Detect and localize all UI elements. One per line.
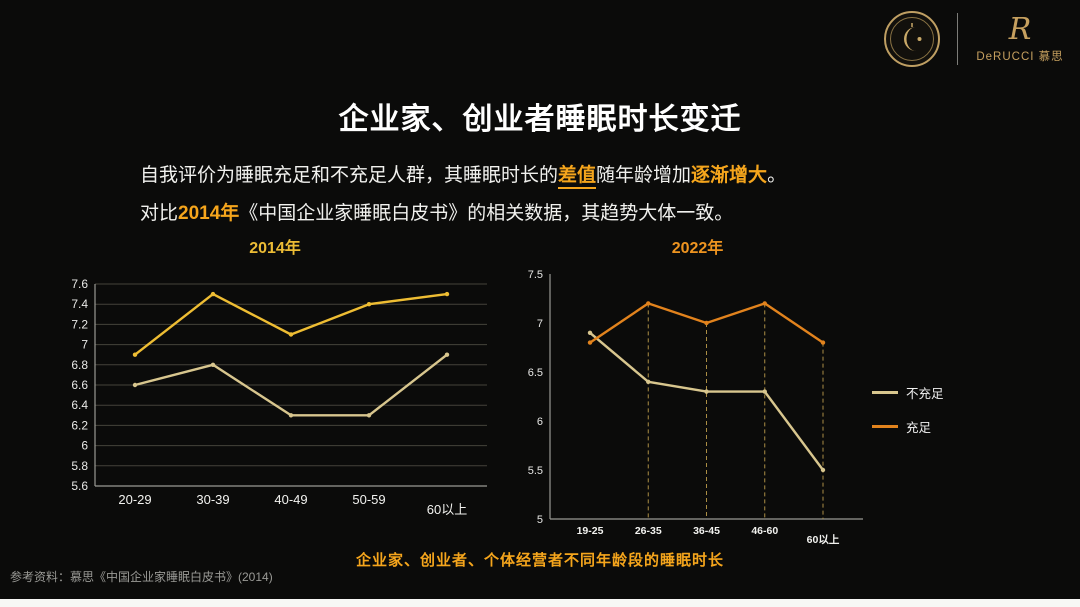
intro-line-2: 对比2014年《中国企业家睡眠白皮书》的相关数据，其趋势大体一致。 bbox=[140, 195, 786, 233]
y-tick-label: 5.8 bbox=[71, 459, 88, 473]
data-point bbox=[820, 467, 826, 473]
chart-2014-title: 2014年 bbox=[249, 240, 301, 257]
logo-divider bbox=[957, 13, 958, 65]
y-tick-label: 7.6 bbox=[71, 277, 88, 291]
x-tick-label: 30-39 bbox=[196, 492, 229, 507]
intro-line1-pre: 自我评价为睡眠充足和不充足人群，其睡眠时长的 bbox=[140, 165, 559, 186]
y-tick-label: 7 bbox=[537, 318, 543, 330]
y-tick-label: 5.6 bbox=[71, 479, 88, 493]
intro-line2-highlight-2014: 2014年 bbox=[178, 203, 240, 224]
page-title: 企业家、创业者睡眠时长变迁 bbox=[338, 103, 742, 136]
data-point bbox=[288, 332, 294, 337]
y-tick-label: 7.5 bbox=[528, 269, 543, 281]
bottom-white-strip bbox=[0, 599, 1080, 607]
y-tick-label: 5 bbox=[537, 514, 543, 526]
y-tick-label: 6 bbox=[81, 439, 88, 453]
chart-2022-plot: 5 5.5 6 6.5 7 7.5 19-25 26-35 36-45 46-60 60以上 bbox=[528, 269, 863, 546]
data-point bbox=[587, 330, 593, 335]
chart-2014: 2014年 5.6 5.8 6 6.2 6.4 6.6 6.8 7 7.2 7.4 7.6 20-29… bbox=[55, 238, 495, 529]
x-tick-label: 60以上 bbox=[427, 502, 467, 517]
intro-line1-highlight-gap: 差值 bbox=[558, 165, 597, 189]
intro-line1-highlight-increase: 逐渐增大 bbox=[691, 165, 768, 186]
data-point bbox=[646, 301, 651, 306]
data-point bbox=[704, 389, 709, 394]
x-tick-label: 20-29 bbox=[118, 492, 151, 507]
legend-label: 充足 bbox=[906, 421, 932, 435]
data-point bbox=[132, 352, 138, 357]
data-point bbox=[132, 382, 138, 388]
y-tick-label: 7.2 bbox=[71, 317, 88, 331]
x-tick-label: 36-45 bbox=[693, 525, 720, 537]
x-tick-label: 40-49 bbox=[274, 492, 307, 507]
data-point bbox=[704, 320, 709, 326]
y-tick-label: 6 bbox=[537, 416, 543, 428]
legend-swatch bbox=[872, 391, 898, 394]
y-tick-label: 6.6 bbox=[71, 378, 88, 392]
data-point bbox=[210, 291, 216, 297]
chart-2022: 2022年 5 5.5 6 6.5 7 7.5 19-25 26-35 36-45 46-60 60… bbox=[520, 238, 875, 546]
legend-swatch bbox=[872, 425, 898, 428]
data-point bbox=[587, 340, 593, 345]
data-point bbox=[210, 362, 216, 367]
sleep-research-seal-icon bbox=[884, 11, 940, 67]
derucci-brand-name: DeRUCCI 慕思 bbox=[976, 51, 1064, 63]
data-point bbox=[444, 352, 450, 357]
data-point bbox=[444, 291, 450, 297]
legend-item: 不充足 bbox=[872, 383, 944, 402]
x-tick-label: 26-35 bbox=[635, 525, 662, 537]
x-tick-label: 19-25 bbox=[577, 525, 604, 537]
x-tick-label: 50-59 bbox=[352, 492, 385, 507]
chart-2022-legend: 不充足 充足 bbox=[872, 383, 944, 436]
chart-2014-plot: 5.6 5.8 6 6.2 6.4 6.6 6.8 7 7.2 7.4 7.6 20-29 30-39 4… bbox=[71, 277, 487, 517]
intro-line2-pre: 对比 bbox=[140, 203, 179, 224]
caption: 企业家、创业者、个体经营者不同年龄段的睡眠时长 bbox=[355, 552, 724, 569]
y-tick-label: 6.8 bbox=[71, 358, 88, 372]
header-logos: R DeRUCCI 慕思 bbox=[883, 10, 1066, 68]
footnote: 参考资料：慕思《中国企业家睡眠白皮书》(2014) bbox=[10, 570, 273, 584]
intro-line1-post: 。 bbox=[767, 165, 787, 186]
intro-text: 自我评价为睡眠充足和不充足人群，其睡眠时长的差值随年龄增加逐渐增大。 对比201… bbox=[140, 157, 786, 233]
y-tick-label: 6.5 bbox=[528, 367, 543, 379]
y-tick-label: 7.4 bbox=[71, 297, 88, 311]
legend-label: 不充足 bbox=[906, 387, 944, 401]
x-tick-label: 46-60 bbox=[751, 525, 778, 537]
data-point bbox=[762, 301, 767, 306]
intro-line-1: 自我评价为睡眠充足和不充足人群，其睡眠时长的差值随年龄增加逐渐增大。 bbox=[140, 157, 786, 195]
x-tick-label: 60以上 bbox=[807, 533, 840, 546]
intro-line2-post: 《中国企业家睡眠白皮书》的相关数据，其趋势大体一致。 bbox=[239, 203, 734, 224]
derucci-script-mark-icon: R bbox=[1008, 12, 1032, 47]
y-tick-label: 7 bbox=[81, 338, 88, 352]
legend-item: 充足 bbox=[872, 417, 944, 436]
y-tick-label: 6.4 bbox=[71, 398, 88, 412]
data-point bbox=[646, 379, 651, 384]
y-tick-label: 6.2 bbox=[71, 418, 88, 432]
data-point bbox=[762, 389, 767, 394]
intro-line1-mid: 随年龄增加 bbox=[596, 165, 692, 186]
derucci-logo: R DeRUCCI 慕思 bbox=[974, 14, 1066, 64]
y-tick-label: 5.5 bbox=[528, 465, 543, 477]
data-point bbox=[366, 413, 372, 418]
data-point bbox=[820, 340, 826, 345]
chart-2022-title: 2022年 bbox=[671, 240, 724, 257]
data-point bbox=[366, 302, 372, 307]
data-point bbox=[288, 413, 294, 418]
